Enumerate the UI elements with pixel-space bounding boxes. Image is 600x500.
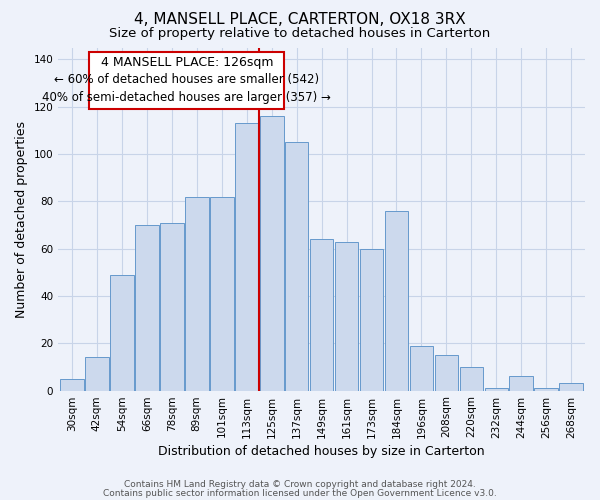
Bar <box>410 346 433 391</box>
X-axis label: Distribution of detached houses by size in Carterton: Distribution of detached houses by size … <box>158 444 485 458</box>
Bar <box>385 211 409 390</box>
Bar <box>434 355 458 390</box>
Text: Contains HM Land Registry data © Crown copyright and database right 2024.: Contains HM Land Registry data © Crown c… <box>124 480 476 489</box>
Y-axis label: Number of detached properties: Number of detached properties <box>15 120 28 318</box>
Text: Contains public sector information licensed under the Open Government Licence v3: Contains public sector information licen… <box>103 488 497 498</box>
Bar <box>185 196 209 390</box>
Text: ← 60% of detached houses are smaller (542): ← 60% of detached houses are smaller (54… <box>54 74 319 86</box>
Bar <box>235 123 259 390</box>
Bar <box>60 378 84 390</box>
Bar <box>110 274 134 390</box>
Bar <box>509 376 533 390</box>
Bar <box>85 358 109 390</box>
Text: 40% of semi-detached houses are larger (357) →: 40% of semi-detached houses are larger (… <box>43 91 331 104</box>
Text: 4, MANSELL PLACE, CARTERTON, OX18 3RX: 4, MANSELL PLACE, CARTERTON, OX18 3RX <box>134 12 466 28</box>
Bar <box>310 239 334 390</box>
Bar <box>485 388 508 390</box>
FancyBboxPatch shape <box>89 52 284 109</box>
Bar <box>335 242 358 390</box>
Bar <box>535 388 558 390</box>
Bar <box>559 384 583 390</box>
Bar <box>260 116 284 390</box>
Bar <box>210 196 233 390</box>
Text: Size of property relative to detached houses in Carterton: Size of property relative to detached ho… <box>109 28 491 40</box>
Bar <box>160 222 184 390</box>
Bar <box>359 248 383 390</box>
Text: 4 MANSELL PLACE: 126sqm: 4 MANSELL PLACE: 126sqm <box>101 56 273 68</box>
Bar <box>285 142 308 390</box>
Bar <box>135 225 158 390</box>
Bar <box>460 367 483 390</box>
